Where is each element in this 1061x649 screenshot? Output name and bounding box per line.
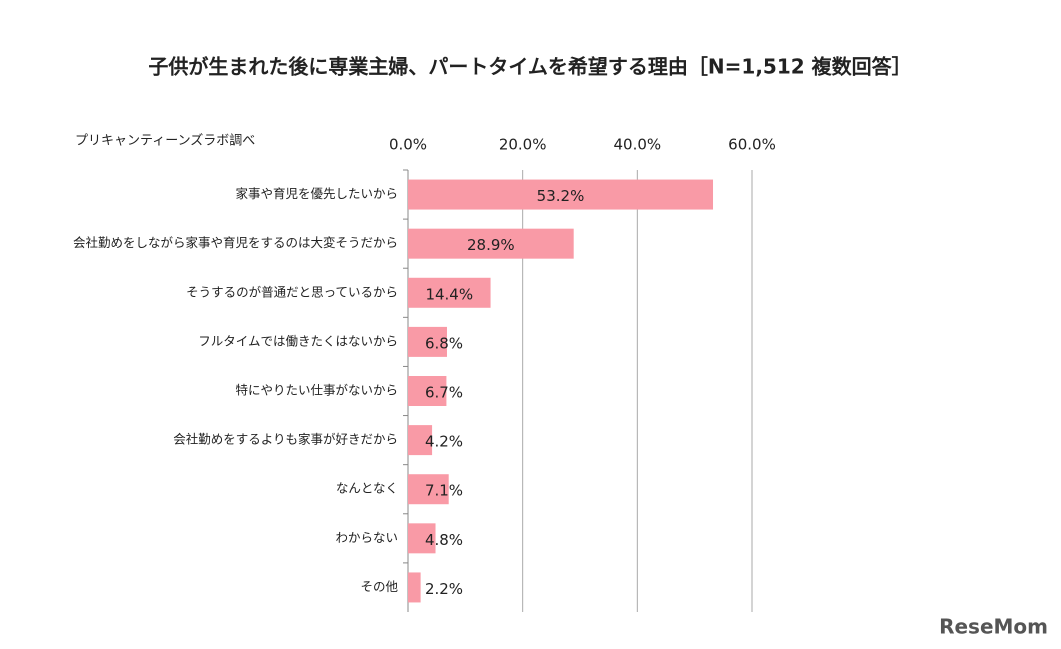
y-tick-label: 会社勤めをしながら家事や育児をするのは大変そうだから: [73, 235, 398, 250]
value-label: 4.2%: [425, 433, 463, 451]
y-tick-label: 会社勤めをするよりも家事が好きだから: [173, 432, 398, 447]
bar: [408, 425, 433, 456]
x-tick-label: 0.0%: [389, 136, 427, 154]
value-label: 6.8%: [425, 334, 463, 352]
chart-title: 子供が生まれた後に専業主婦、パートタイムを希望する理由［N=1,512 複数回答…: [148, 55, 911, 79]
watermark: ReseMom: [939, 615, 1048, 639]
source-note: プリキャンティーンズラボ調べ: [75, 133, 255, 149]
bar: [408, 572, 421, 603]
y-tick-label: なんとなく: [336, 481, 398, 496]
x-tick-label: 40.0%: [614, 136, 662, 154]
bar: [408, 523, 436, 554]
value-label: 6.7%: [425, 384, 463, 402]
value-label: 14.4%: [425, 285, 473, 303]
bar: [408, 228, 574, 259]
value-label: 4.8%: [425, 531, 463, 549]
bar: [408, 474, 449, 505]
bar: [408, 277, 491, 308]
y-tick-label: 特にやりたい仕事がないから: [235, 383, 398, 398]
bar: [408, 179, 714, 210]
y-tick-label: 家事や育児を優先したいから: [235, 186, 398, 201]
y-tick-label: そうするのが普通だと思っているから: [186, 284, 398, 299]
y-tick-label: フルタイムでは働きたくはないから: [198, 333, 398, 348]
x-tick-label: 20.0%: [499, 136, 547, 154]
x-tick-label: 60.0%: [728, 136, 776, 154]
value-label: 28.9%: [467, 236, 515, 254]
value-label: 7.1%: [425, 482, 463, 500]
y-tick-label: その他: [360, 579, 398, 594]
value-label: 53.2%: [537, 187, 585, 205]
bar: [408, 326, 447, 357]
bar: [408, 376, 447, 406]
y-tick-label: わからない: [335, 530, 398, 545]
value-label: 2.2%: [425, 580, 463, 598]
